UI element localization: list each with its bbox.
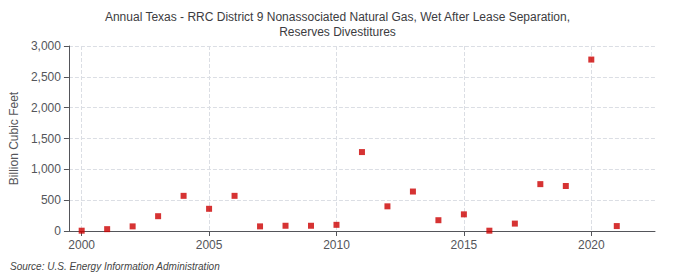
svg-text:2005: 2005 bbox=[196, 238, 223, 252]
svg-text:2020: 2020 bbox=[578, 238, 605, 252]
svg-text:Source: U.S. Energy Informatio: Source: U.S. Energy Information Administ… bbox=[10, 261, 220, 272]
svg-text:Reserves Divestitures: Reserves Divestitures bbox=[279, 25, 396, 39]
svg-text:0: 0 bbox=[54, 224, 61, 238]
svg-text:Annual Texas - RRC District 9: Annual Texas - RRC District 9 Nonassocia… bbox=[105, 10, 570, 24]
svg-text:2010: 2010 bbox=[323, 238, 350, 252]
svg-text:3,000: 3,000 bbox=[31, 39, 61, 53]
svg-text:2,000: 2,000 bbox=[31, 101, 61, 115]
svg-text:2000: 2000 bbox=[68, 238, 95, 252]
svg-text:2015: 2015 bbox=[451, 238, 478, 252]
svg-text:1,000: 1,000 bbox=[31, 162, 61, 176]
svg-text:500: 500 bbox=[41, 193, 61, 207]
svg-text:1,500: 1,500 bbox=[31, 132, 61, 146]
svg-text:Billion Cubic Feet: Billion Cubic Feet bbox=[7, 91, 21, 185]
svg-text:2,500: 2,500 bbox=[31, 70, 61, 84]
